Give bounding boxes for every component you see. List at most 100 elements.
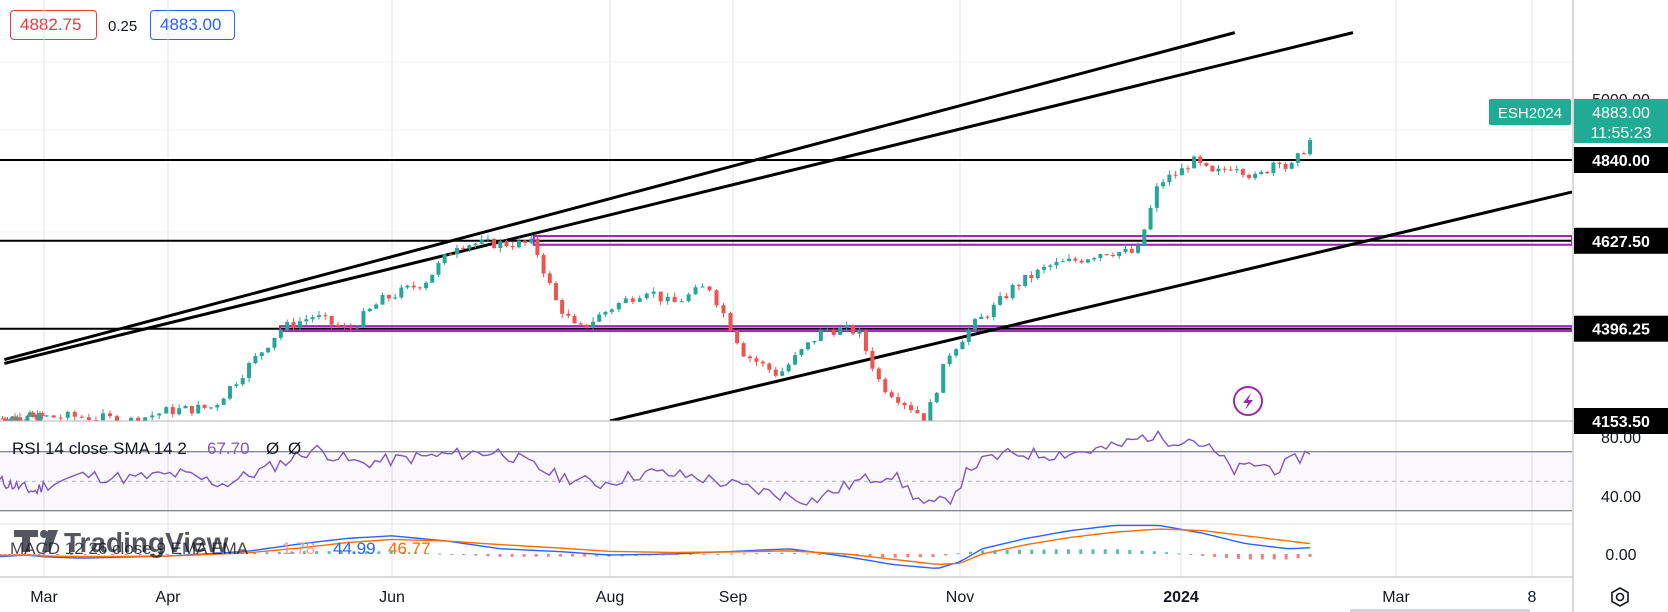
macd-histogram-bar xyxy=(993,550,997,554)
candle-body xyxy=(651,291,656,294)
candle-body xyxy=(37,413,42,421)
macd-histogram-bar xyxy=(1213,554,1217,557)
candle-body xyxy=(367,308,372,312)
candle-body xyxy=(183,405,188,409)
macd-histogram-bar xyxy=(1165,552,1169,554)
candle-body xyxy=(1079,260,1084,263)
time-tick-label: 8 xyxy=(1528,589,1537,606)
gear-icon[interactable] xyxy=(1611,587,1629,607)
macd-histogram-bar xyxy=(843,554,847,556)
candle-body xyxy=(115,416,120,421)
candle-body xyxy=(316,315,321,318)
candle-body xyxy=(700,286,705,288)
candle-body xyxy=(27,412,32,416)
candle-body xyxy=(812,340,817,343)
candle-body xyxy=(623,298,628,303)
candle-body xyxy=(51,415,56,418)
sell-price-box[interactable]: 4882.75 xyxy=(10,10,97,40)
candle-body xyxy=(851,325,856,334)
candle-body xyxy=(1104,254,1109,256)
trendline xyxy=(4,31,1236,362)
candle-body xyxy=(1073,258,1078,261)
macd-histogram-bar xyxy=(780,552,784,554)
candle-body xyxy=(479,239,484,244)
candle-body xyxy=(285,322,290,330)
time-scrollbar[interactable] xyxy=(1350,609,1530,612)
macd-legend[interactable]: MACD 12 26 close 9 EMA EMA 1.78 44.99 46… xyxy=(10,539,431,558)
candle-body xyxy=(1110,254,1115,257)
candle-body xyxy=(10,416,15,420)
macd-histogram-bar xyxy=(1140,550,1144,554)
candle-body xyxy=(889,392,894,398)
candle-body xyxy=(747,356,752,359)
candle-body xyxy=(735,330,740,344)
macd-histogram-bar xyxy=(1296,554,1300,559)
candle-body xyxy=(30,412,35,417)
macd-histogram-bar xyxy=(498,554,502,557)
candle-body xyxy=(291,322,296,328)
price-pane[interactable] xyxy=(0,31,1668,429)
candle-body xyxy=(473,243,478,246)
macd-pane[interactable] xyxy=(0,524,1312,569)
candle-body xyxy=(578,323,583,325)
candle-body xyxy=(393,297,398,299)
rsi-extra-2: Ø xyxy=(288,439,301,458)
candle-body xyxy=(100,413,105,421)
macd-histogram-bar xyxy=(792,552,796,554)
macd-histogram-bar xyxy=(1189,554,1193,555)
candle-body xyxy=(7,419,12,421)
support-resistance-zone xyxy=(279,325,1572,333)
candle-body xyxy=(1289,162,1294,169)
candle-body xyxy=(411,285,416,288)
macd-histogram-bar xyxy=(906,554,910,558)
time-axis[interactable]: Mar Apr Jun Aug Sep Nov 2024 Mar 8 xyxy=(30,589,1536,606)
candle-body xyxy=(1271,162,1276,174)
candle-body xyxy=(259,352,264,356)
candle-body xyxy=(266,347,271,353)
candle-body xyxy=(1277,162,1282,164)
candle-body xyxy=(122,423,126,424)
sell-price: 4882.75 xyxy=(20,15,82,34)
candle-body xyxy=(1253,173,1258,178)
macd-histogram-bar xyxy=(253,552,257,554)
candle-body xyxy=(1029,274,1034,279)
macd-histogram-bar xyxy=(546,554,550,557)
macd-histogram-bar xyxy=(893,554,897,558)
macd-histogram-bar xyxy=(1042,549,1046,554)
macd-histogram-bar xyxy=(97,554,101,555)
candle-body xyxy=(1054,261,1059,266)
candle-body xyxy=(896,397,901,403)
rsi-pane[interactable] xyxy=(0,429,1572,512)
lightning-bolt-icon[interactable] xyxy=(1233,386,1263,416)
candle-body xyxy=(560,300,565,314)
macd-histogram-bar xyxy=(352,551,356,554)
macd-histogram-bar xyxy=(689,554,693,555)
macd-histogram-bar xyxy=(1030,549,1034,554)
candle-body xyxy=(934,392,939,403)
candle-body xyxy=(754,358,759,362)
candle-body xyxy=(65,411,70,418)
macd-histogram-bar xyxy=(124,554,128,555)
candle-body xyxy=(1117,252,1122,257)
macd-histogram-bar xyxy=(510,554,514,557)
time-tick-label: Jun xyxy=(379,589,405,606)
rsi-value: 67.70 xyxy=(207,439,250,458)
candle-body xyxy=(844,325,849,328)
price-label-background xyxy=(1574,408,1668,434)
price-axis[interactable]: 5000.004840.004627.504396.254153.5080.00… xyxy=(1574,92,1668,564)
candle-body xyxy=(686,294,691,302)
macd-histogram-bar xyxy=(1066,549,1070,554)
candle-body xyxy=(454,248,459,255)
candle-body xyxy=(323,315,328,317)
candle-body xyxy=(247,363,252,379)
buy-price-box[interactable]: 4883.00 xyxy=(150,10,235,40)
candle-body xyxy=(234,384,239,387)
candle-body xyxy=(1004,296,1009,299)
candle-body xyxy=(227,386,232,399)
rsi-legend[interactable]: RSI 14 close SMA 14 2 67.70 Ø Ø xyxy=(12,439,301,458)
price-plot xyxy=(0,31,1572,424)
candle-body xyxy=(597,314,602,322)
macd-histogram-bar xyxy=(716,553,720,555)
candle-body xyxy=(1098,254,1103,259)
